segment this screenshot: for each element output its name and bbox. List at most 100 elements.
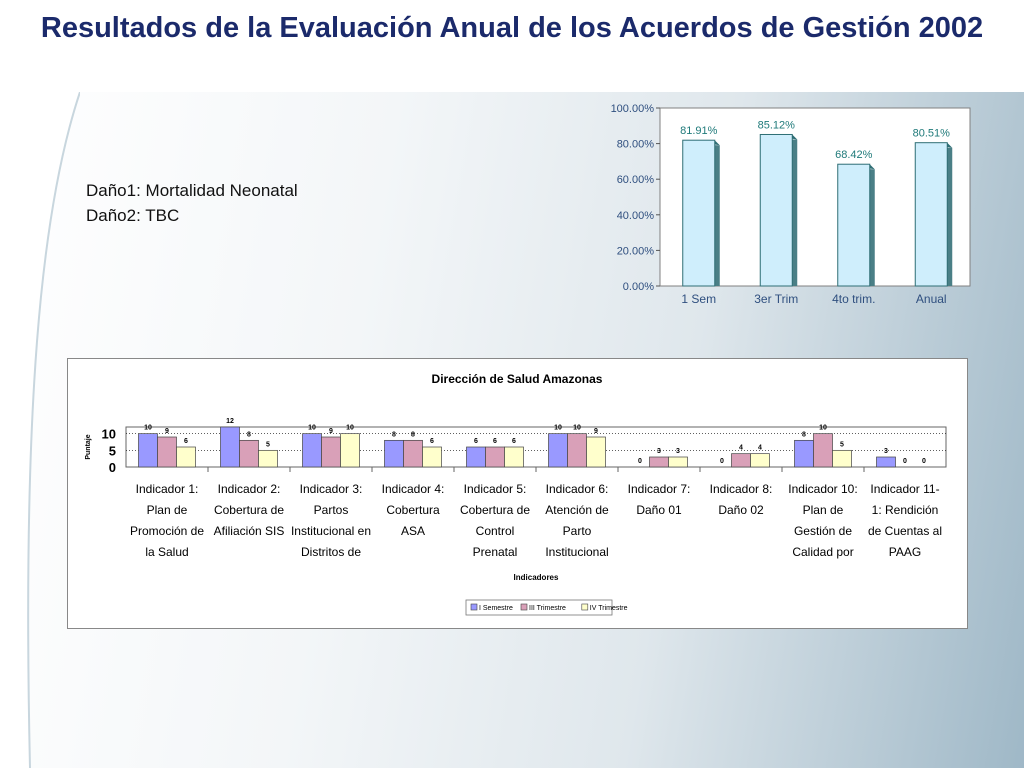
bar-data-label: 6 [430,438,434,445]
bar-data-label: 0 [720,458,724,465]
x-tick-label: Cobertura de [214,503,284,517]
bar-data-label: 85.12% [758,119,796,131]
bar-data-label: 80.51% [913,128,951,140]
x-tick-label: Cobertura [386,503,440,517]
x-tick-label: Indicador 11- [870,482,939,496]
top-bar-chart: 0.00% 20.00% 40.00% 60.00% 80.00% 100.00% 81.9… [611,103,971,306]
note-dano1: Daño1: Mortalidad Neonatal [86,181,298,200]
x-tick-label: Parto [563,524,592,538]
x-tick-label: Plan de [147,503,188,517]
x-tick-label: Promoción de [130,524,204,538]
x-tick-label: Partos [314,503,349,517]
x-tick-label: Cobertura de [460,503,530,517]
y-tick-label: 40.00% [617,210,655,222]
legend-entry: IV Trimestre [590,605,628,612]
legend-swatch [470,603,478,611]
bar [731,453,751,468]
x-tick-label: Distritos de [301,545,361,559]
bar [759,133,793,287]
chart-title: Dirección de Salud Amazonas [432,372,603,386]
x-tick-label: Anual [916,292,947,306]
notes-block: Daño1: Mortalidad Neonatal Daño2: TBC [86,178,298,228]
x-tick-label: PAAG [889,545,921,559]
x-tick-label: Prenatal [473,545,518,559]
bar-data-label: 5 [266,441,270,448]
bar [504,446,524,468]
note-dano2: Daño2: TBC [86,206,180,225]
bar [239,439,259,468]
decorative-swoosh [0,92,80,768]
bar-side [792,139,798,286]
bar [668,456,688,468]
bar [403,439,423,468]
bar [176,446,196,468]
y-tick-label: 5 [109,443,116,458]
bar [548,433,568,468]
x-tick-label: Indicador 7: [628,482,691,496]
bar [837,163,871,287]
x-tick-label: 4to trim. [832,292,875,306]
bar [485,446,505,468]
x-tick-label: Control [476,524,515,538]
slide-title: Resultados de la Evaluación Anual de los… [40,12,984,44]
legend: I Semestre III Trimestre IV Trimestre [465,599,628,616]
bar-data-label: 3 [657,448,661,455]
bar [794,439,814,468]
bar [138,433,158,468]
x-tick-label: Daño 02 [718,503,764,517]
bar [832,449,852,468]
bar [914,142,948,287]
bar-data-label: 5 [840,441,844,448]
y-tick-label: 0 [109,460,116,475]
bar-data-label: 4 [739,445,743,452]
y-tick-label: 80.00% [617,139,655,151]
bar [682,139,716,287]
bar [567,433,587,468]
x-tick-label: Indicador 10: [788,482,857,496]
bar [422,446,442,468]
bar-side [947,147,953,286]
x-tick-label: ASA [401,524,425,538]
bar [258,449,278,468]
bar-data-label: 10 [819,425,827,432]
y-tick-label: 10 [102,427,116,442]
bar-data-label: 10 [144,425,152,432]
x-tick-label: Afiliación SIS [214,524,285,538]
bar-data-label: 10 [573,425,581,432]
x-tick-label: 1 Sem [681,292,716,306]
x-tick-label: de Cuentas al [868,524,942,538]
bottom-bar-chart: Dirección de Salud Amazonas0510Puntaje10… [85,372,947,616]
bar [321,436,341,468]
bar [466,446,486,468]
y-axis-label: Puntaje [85,434,92,459]
x-tick-label: Indicador 8: [710,482,773,496]
bar [649,456,669,468]
x-tick-label: Indicador 3: [300,482,363,496]
legend-entry: I Semestre [479,605,513,612]
bar-data-label: 4 [758,445,762,452]
bar-data-label: 10 [554,425,562,432]
x-tick-label: Calidad por [792,545,853,559]
bar-data-label: 8 [392,431,396,438]
bar-data-label: 9 [165,428,169,435]
bar [586,436,606,468]
bar-data-label: 8 [411,431,415,438]
x-tick-label: Indicador 5: [464,482,527,496]
bar-data-label: 0 [903,458,907,465]
y-tick-label: 20.00% [617,245,655,257]
bar [750,453,770,468]
x-tick-label: Institucional [545,545,608,559]
bar-data-label: 10 [346,425,354,432]
bar-data-label: 12 [226,418,234,425]
bar-data-label: 6 [512,438,516,445]
x-tick-label: Atención de [545,503,609,517]
x-tick-label: Institucional en [291,524,371,538]
x-tick-label: la Salud [145,545,188,559]
bar [813,433,833,468]
x-tick-label: Indicador 1: [136,482,199,496]
bar-data-label: 8 [247,431,251,438]
bar [302,433,322,468]
bar [876,456,896,468]
bar-data-label: 9 [594,428,598,435]
bar-data-label: 10 [308,425,316,432]
